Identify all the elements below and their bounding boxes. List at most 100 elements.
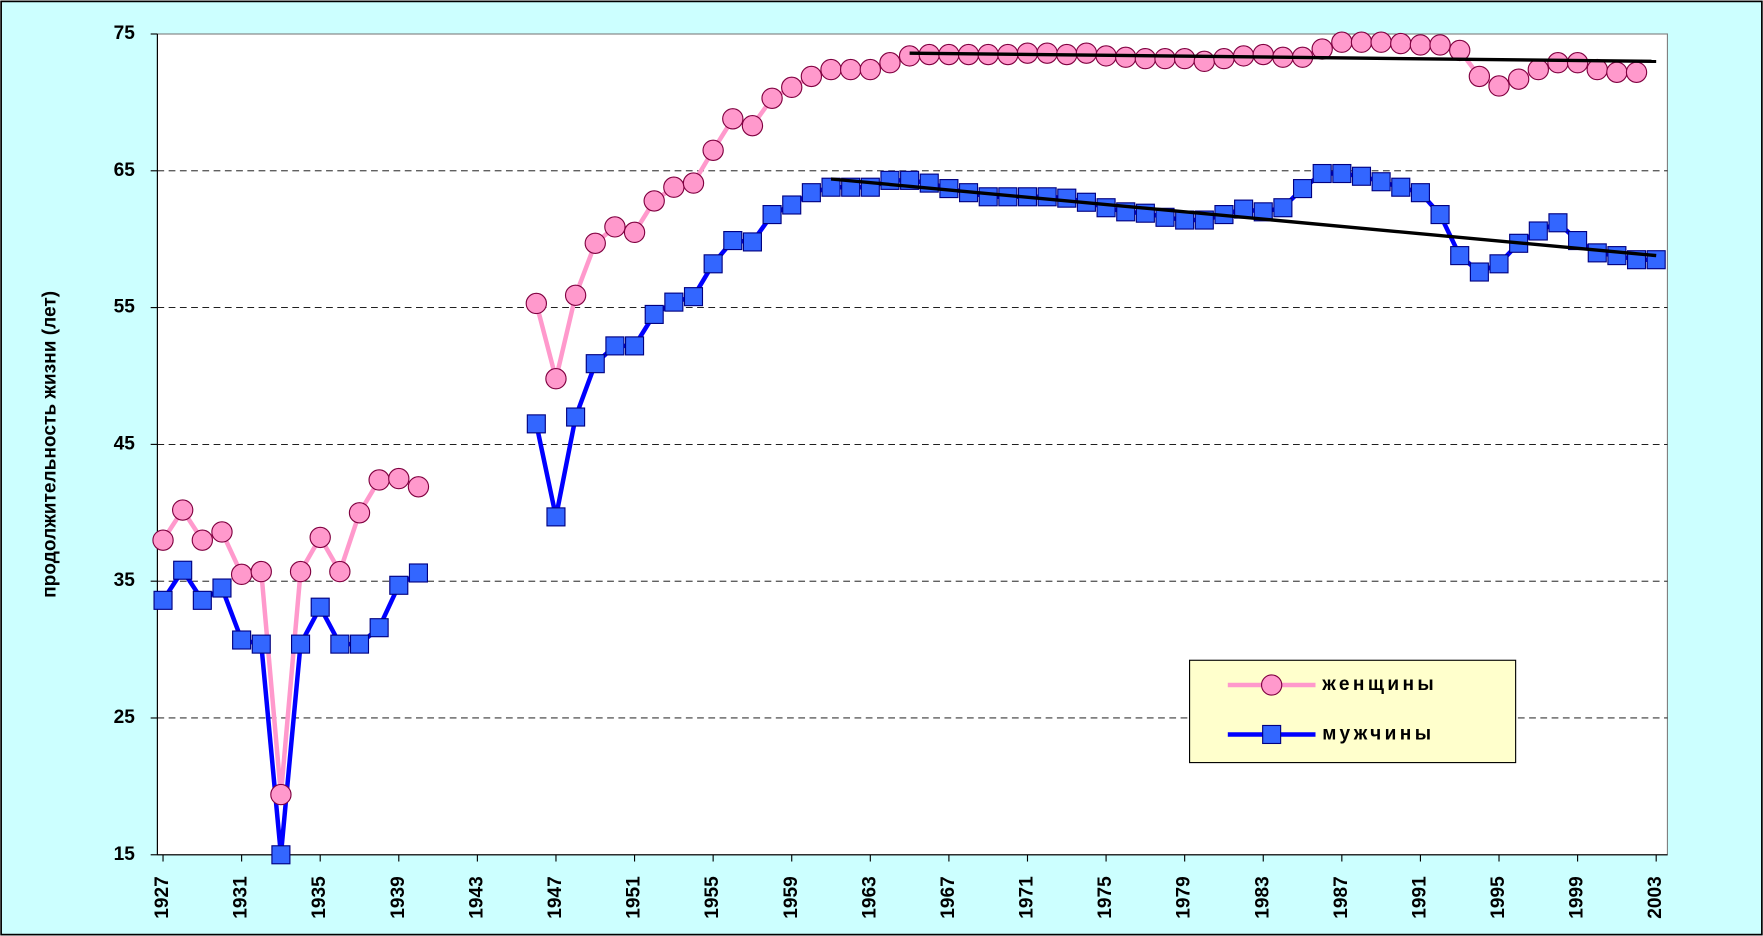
legend-marker xyxy=(1262,724,1282,745)
point xyxy=(1213,47,1235,70)
point xyxy=(978,187,998,207)
point xyxy=(152,529,174,551)
point xyxy=(1528,221,1548,241)
y-tick-label: 65 xyxy=(114,160,136,181)
point xyxy=(643,190,665,212)
point xyxy=(1273,198,1293,218)
point xyxy=(1430,205,1450,225)
y-tick-label: 45 xyxy=(114,433,136,454)
x-tick-label: 1999 xyxy=(1567,876,1588,919)
point xyxy=(703,254,723,274)
point xyxy=(1409,34,1432,56)
point xyxy=(1469,262,1489,282)
legend-box xyxy=(1189,659,1517,764)
point xyxy=(742,232,762,252)
point xyxy=(564,284,587,306)
x-tick-label: 1955 xyxy=(702,876,723,919)
x-tick-label: 1967 xyxy=(938,876,959,919)
point xyxy=(348,502,371,524)
trend-line xyxy=(909,51,1657,64)
point xyxy=(212,578,232,598)
point xyxy=(1625,61,1648,83)
y-tick-label: 55 xyxy=(114,297,136,318)
x-tick-label: 1927 xyxy=(152,876,173,919)
point xyxy=(1292,179,1313,199)
point xyxy=(349,634,370,654)
x-tick-label: 1939 xyxy=(388,876,409,919)
x-tick-label: 1991 xyxy=(1409,876,1430,919)
point xyxy=(526,414,546,434)
point xyxy=(624,336,645,356)
point xyxy=(250,560,272,583)
x-tick-label: 1987 xyxy=(1331,876,1352,919)
point xyxy=(1075,42,1098,64)
point xyxy=(153,590,173,610)
point xyxy=(1489,254,1509,274)
point xyxy=(546,507,566,527)
point xyxy=(230,563,253,586)
point xyxy=(879,52,901,74)
point xyxy=(1332,163,1352,184)
point xyxy=(192,590,212,610)
point xyxy=(171,499,194,521)
point xyxy=(1507,68,1530,90)
point xyxy=(369,618,389,638)
point xyxy=(1312,163,1332,184)
legend-label: мужчины xyxy=(1322,724,1434,745)
point xyxy=(1410,183,1430,203)
x-tick-label: 1931 xyxy=(231,876,252,919)
y-tick-label: 75 xyxy=(114,23,136,44)
x-tick-label: 1963 xyxy=(859,876,880,919)
point xyxy=(525,292,548,315)
point xyxy=(722,108,744,130)
point xyxy=(839,58,862,81)
point xyxy=(585,354,605,374)
x-tick-label: 1951 xyxy=(624,876,645,919)
point xyxy=(1548,213,1568,233)
point xyxy=(1429,34,1451,56)
point xyxy=(762,205,782,225)
point xyxy=(1587,243,1607,263)
point xyxy=(1547,52,1569,74)
point xyxy=(820,58,842,81)
point xyxy=(800,65,823,88)
point xyxy=(1371,172,1391,192)
point xyxy=(782,195,802,215)
point xyxy=(604,216,626,238)
point xyxy=(898,45,921,67)
x-tick-label: 1971 xyxy=(1017,876,1038,919)
point xyxy=(1468,65,1491,88)
point xyxy=(702,139,724,161)
y-tick-label: 15 xyxy=(114,844,136,865)
x-tick-label: 1995 xyxy=(1488,876,1509,919)
point xyxy=(1193,50,1215,73)
point xyxy=(1391,177,1411,197)
x-tick-label: 1947 xyxy=(545,876,566,919)
x-tick-label: 1979 xyxy=(1174,876,1195,919)
x-tick-label: 1983 xyxy=(1252,876,1273,919)
point xyxy=(1390,32,1412,55)
point xyxy=(801,183,821,203)
point xyxy=(1154,47,1176,70)
point xyxy=(723,231,743,251)
point xyxy=(1488,75,1510,97)
point xyxy=(1057,188,1077,208)
x-tick-label: 1959 xyxy=(781,876,802,919)
point xyxy=(644,304,664,324)
point xyxy=(741,114,764,137)
point xyxy=(1331,31,1353,53)
point xyxy=(251,634,271,654)
point xyxy=(310,597,330,617)
point xyxy=(821,177,841,197)
x-tick-label: 1975 xyxy=(1095,876,1116,919)
point xyxy=(663,176,685,198)
point xyxy=(1566,52,1589,74)
legend-label: женщины xyxy=(1321,674,1437,695)
point xyxy=(329,560,351,583)
point xyxy=(682,172,705,194)
point xyxy=(368,469,390,491)
point xyxy=(1527,58,1549,81)
point xyxy=(408,563,428,583)
point xyxy=(271,845,291,865)
